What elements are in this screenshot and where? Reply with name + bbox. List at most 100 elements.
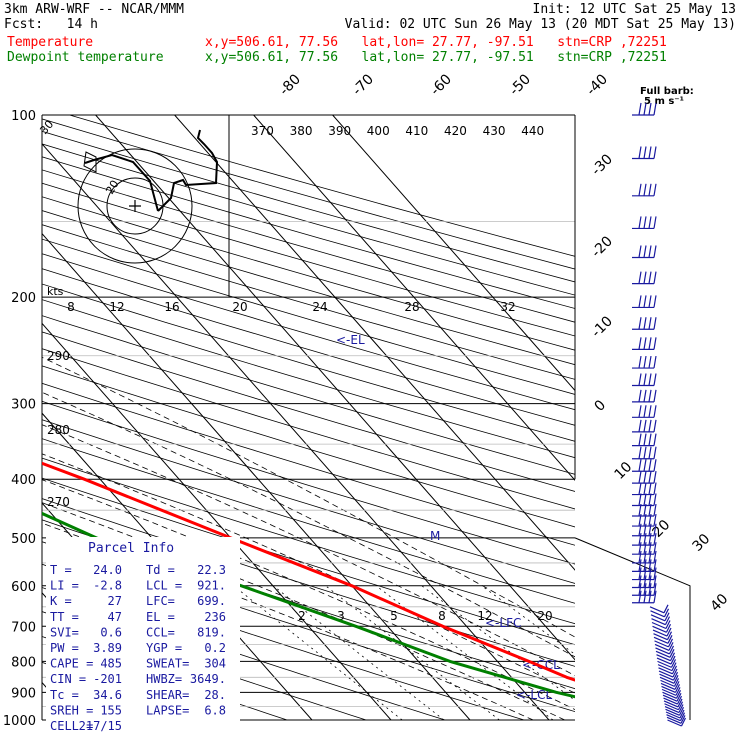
pressure-tick-label: 100: [11, 109, 36, 124]
wind-barb: [656, 652, 676, 662]
isotherm-label: 20: [650, 517, 674, 541]
wind-barb: [661, 684, 681, 693]
wind-barb: [658, 665, 678, 675]
valid-time: Valid: 02 UTC Sun 26 May 13 (20 MDT Sat …: [344, 17, 736, 32]
parcel-info-cell: EL =: [146, 610, 175, 624]
wind-barb: [665, 709, 685, 719]
parcel-info-cell: CIN =: [50, 672, 86, 686]
wind-barb: [663, 698, 683, 708]
wind-barb: [655, 649, 675, 658]
isotherm-label: -10: [589, 313, 616, 340]
mixing-ratio-line: [481, 585, 575, 655]
wind-barb: [665, 707, 685, 716]
hodograph-marker: [83, 151, 97, 173]
parcel-info-cell: CELL =: [50, 719, 93, 733]
wind-barb: [632, 295, 657, 309]
isotherm-label: 30: [690, 531, 714, 555]
wind-barb: [666, 712, 686, 722]
wind-barb: [632, 337, 657, 350]
parcel-info-cell: SREH =: [50, 703, 93, 717]
parcel-info-cell: 304: [204, 657, 226, 671]
wind-barb: [632, 216, 657, 230]
level-annotation: <-LCL: [516, 688, 552, 702]
parcel-info-cell: 27: [108, 594, 122, 608]
parcel-info-cell: TT =: [50, 610, 79, 624]
wind-barb: [632, 513, 657, 527]
theta-label: 420: [444, 124, 467, 138]
parcel-info-title: Parcel Info: [88, 541, 174, 556]
parcel-info-cell: HWBZ=: [146, 672, 182, 686]
wind-barb: [654, 638, 674, 648]
model-title: 3km ARW-WRF -- NCAR/MMM: [4, 2, 185, 17]
parcel-info-cell: SVI=: [50, 625, 79, 639]
wind-barb: [658, 668, 678, 678]
isotherm-line: [42, 232, 471, 720]
parcel-info-cell: Td =: [146, 563, 175, 577]
isotherm-label: -20: [589, 233, 616, 260]
level-annotation: M: [430, 529, 440, 543]
wind-barb: [660, 678, 680, 687]
wind-barb: [652, 624, 672, 633]
mixing-ratio-label: 20: [537, 609, 552, 623]
speed-label: 32: [500, 300, 515, 314]
wind-barb: [653, 631, 673, 641]
theta-label: 380: [290, 124, 313, 138]
speed-label: 16: [164, 300, 179, 314]
wind-barb: [632, 373, 657, 387]
hodograph-center: [129, 200, 141, 212]
barb-legend-unit: 5 m s⁻¹: [644, 96, 684, 107]
parcel-info-cell: K =: [50, 594, 72, 608]
parcel-info-cell: 3649.: [190, 672, 226, 686]
wind-barb: [661, 687, 681, 696]
parcel-info-cell: 28.: [204, 688, 226, 702]
wind-barb: [632, 493, 657, 507]
wind-barb: [632, 471, 657, 484]
parcel-info-cell: 155: [100, 703, 122, 717]
wind-barb: [632, 567, 657, 581]
parcel-info-cell: PW =: [50, 641, 79, 655]
wind-barb: [632, 405, 657, 418]
isotherm-label: -30: [589, 151, 616, 178]
mixing-ratio-line: [233, 585, 403, 720]
init-time: Init: 12 UTC Sat 25 May 13: [532, 2, 737, 17]
parcel-info-cell: 236: [204, 610, 226, 624]
isotherm-label: -50: [507, 71, 534, 98]
parcel-info-cell: Tc =: [50, 688, 79, 702]
pressure-tick-label: 200: [11, 291, 36, 306]
hodograph-ring-label: 20: [103, 178, 121, 197]
wind-barb: [649, 604, 669, 614]
isotherm-label: -80: [277, 71, 304, 98]
wind-barb: [632, 559, 657, 572]
wind-barb: [662, 692, 682, 702]
theta-label: 410: [405, 124, 428, 138]
wind-barb: [660, 681, 680, 690]
parcel-info-cell: 0.2: [204, 641, 226, 655]
pressure-tick-label: 1000: [3, 714, 36, 729]
mixing-ratio-label: 5: [390, 609, 398, 623]
forecast-hour: Fcst: 14 h: [4, 17, 98, 32]
temperature-legend-info: x,y=506.61, 77.56 lat,lon= 27.77, -97.51…: [205, 35, 667, 50]
parcel-info-cell: SHEAR=: [146, 688, 189, 702]
wind-barb: [632, 590, 657, 604]
parcel-info-cell: T =: [50, 563, 72, 577]
wind-barb: [664, 704, 684, 714]
speed-label: 12: [109, 300, 124, 314]
parcel-info-cell: SWEAT=: [146, 657, 189, 671]
moist-adiabat: [42, 453, 575, 694]
pressure-tick-label: 800: [11, 655, 36, 670]
parcel-info-cell: 819.: [197, 625, 226, 639]
parcel-info-cell: -2.8: [93, 579, 122, 593]
dewpoint-legend-info: x,y=506.61, 77.56 lat,lon= 27.77, -97.51…: [205, 50, 667, 65]
pressure-tick-label: 500: [11, 532, 36, 547]
parcel-info-cell: 485: [100, 657, 122, 671]
wind-barb: [632, 271, 657, 285]
wind-barb: [632, 523, 657, 537]
wind-barb: [662, 690, 682, 699]
mixing-ratio-label: 8: [438, 609, 446, 623]
mixing-ratio-label: 2: [298, 609, 306, 623]
level-annotation: <-LFC: [485, 616, 521, 630]
mixing-ratio-label: 12: [477, 609, 492, 623]
isotherm-line: [253, 115, 575, 481]
wind-barb: [632, 550, 657, 564]
